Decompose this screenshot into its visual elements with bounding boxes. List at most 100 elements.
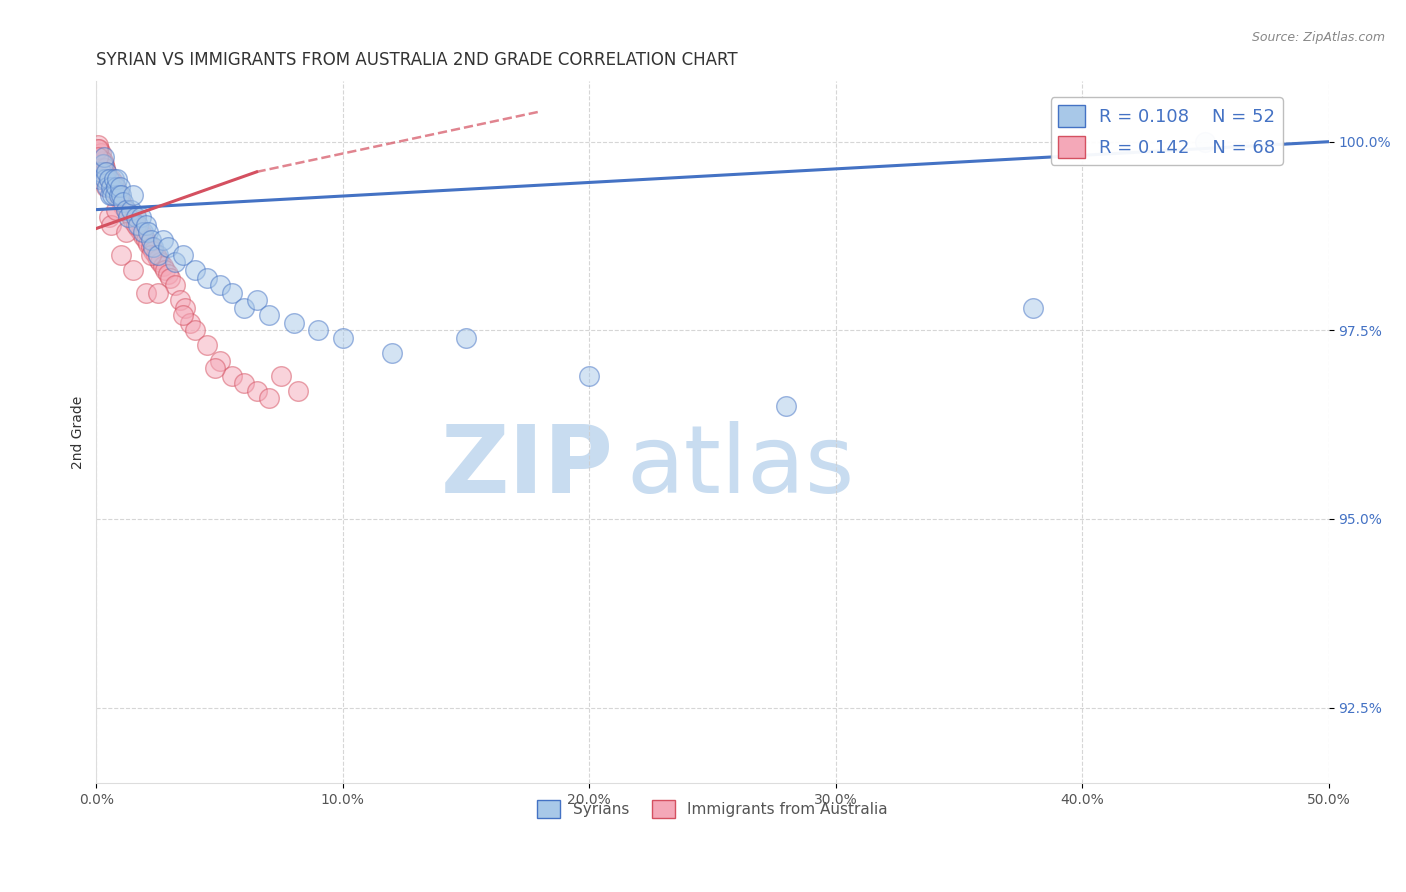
Point bbox=[165, 255, 187, 269]
Point bbox=[105, 202, 128, 217]
Point bbox=[122, 263, 145, 277]
Point bbox=[105, 180, 128, 194]
Point bbox=[107, 187, 129, 202]
Point bbox=[91, 153, 114, 168]
Point bbox=[145, 248, 167, 262]
Point bbox=[97, 172, 120, 186]
Point bbox=[96, 165, 118, 179]
Text: atlas: atlas bbox=[626, 421, 855, 513]
Point bbox=[97, 172, 120, 186]
Point bbox=[115, 202, 138, 217]
Point bbox=[245, 384, 267, 398]
Point bbox=[132, 229, 155, 244]
Point bbox=[115, 225, 138, 239]
Point bbox=[174, 301, 197, 315]
Point bbox=[257, 391, 280, 405]
Point bbox=[169, 293, 191, 307]
Point bbox=[139, 233, 162, 247]
Point bbox=[117, 210, 139, 224]
Point bbox=[381, 346, 404, 360]
Point bbox=[96, 180, 118, 194]
Point bbox=[103, 176, 125, 190]
Point bbox=[142, 244, 165, 259]
Point bbox=[152, 259, 174, 273]
Point bbox=[146, 252, 169, 266]
Y-axis label: 2nd Grade: 2nd Grade bbox=[72, 395, 86, 469]
Point bbox=[127, 221, 149, 235]
Point bbox=[136, 225, 159, 239]
Point bbox=[221, 368, 243, 383]
Point bbox=[108, 180, 131, 194]
Point bbox=[93, 157, 115, 171]
Point bbox=[98, 187, 121, 202]
Text: ZIP: ZIP bbox=[441, 421, 614, 513]
Point bbox=[142, 240, 165, 254]
Point bbox=[93, 165, 115, 179]
Point bbox=[135, 233, 157, 247]
Point bbox=[87, 142, 110, 156]
Point bbox=[110, 187, 132, 202]
Point bbox=[245, 293, 267, 307]
Point bbox=[101, 187, 124, 202]
Point bbox=[98, 176, 121, 190]
Point bbox=[127, 218, 149, 232]
Point bbox=[156, 240, 179, 254]
Point bbox=[86, 142, 108, 156]
Point bbox=[86, 150, 108, 164]
Point bbox=[94, 161, 117, 175]
Point bbox=[578, 368, 600, 383]
Point bbox=[135, 218, 157, 232]
Point bbox=[115, 202, 138, 217]
Point bbox=[105, 172, 128, 186]
Legend: Syrians, Immigrants from Australia: Syrians, Immigrants from Australia bbox=[531, 794, 894, 824]
Point bbox=[129, 225, 152, 239]
Point bbox=[283, 316, 305, 330]
Point bbox=[146, 285, 169, 300]
Point bbox=[100, 180, 122, 194]
Point bbox=[195, 270, 218, 285]
Point bbox=[125, 218, 148, 232]
Point bbox=[104, 180, 127, 194]
Point bbox=[146, 248, 169, 262]
Point bbox=[155, 263, 177, 277]
Point bbox=[179, 316, 201, 330]
Point bbox=[129, 210, 152, 224]
Point bbox=[91, 157, 114, 171]
Point bbox=[100, 218, 122, 232]
Point bbox=[122, 187, 145, 202]
Point bbox=[96, 165, 118, 179]
Point bbox=[775, 399, 797, 413]
Point bbox=[96, 180, 118, 194]
Text: SYRIAN VS IMMIGRANTS FROM AUSTRALIA 2ND GRADE CORRELATION CHART: SYRIAN VS IMMIGRANTS FROM AUSTRALIA 2ND … bbox=[97, 51, 738, 69]
Point bbox=[257, 308, 280, 322]
Point bbox=[122, 214, 145, 228]
Point bbox=[139, 248, 162, 262]
Point bbox=[184, 323, 207, 337]
Point bbox=[172, 248, 194, 262]
Point bbox=[139, 240, 162, 254]
Point bbox=[165, 278, 187, 293]
Point bbox=[89, 172, 111, 186]
Point bbox=[307, 323, 329, 337]
Point bbox=[86, 138, 108, 153]
Point bbox=[103, 172, 125, 186]
Point bbox=[132, 225, 155, 239]
Point bbox=[120, 210, 142, 224]
Point bbox=[101, 180, 124, 194]
Point bbox=[125, 210, 148, 224]
Point bbox=[110, 248, 132, 262]
Point bbox=[195, 338, 218, 352]
Point bbox=[110, 195, 132, 210]
Point bbox=[287, 384, 309, 398]
Point bbox=[172, 308, 194, 322]
Point bbox=[184, 263, 207, 277]
Point bbox=[105, 184, 128, 198]
Point bbox=[94, 172, 117, 186]
Point bbox=[136, 236, 159, 251]
Point bbox=[96, 169, 118, 183]
Point bbox=[149, 255, 172, 269]
Text: Source: ZipAtlas.com: Source: ZipAtlas.com bbox=[1251, 31, 1385, 45]
Point bbox=[112, 195, 135, 210]
Point bbox=[1022, 301, 1045, 315]
Point bbox=[233, 301, 256, 315]
